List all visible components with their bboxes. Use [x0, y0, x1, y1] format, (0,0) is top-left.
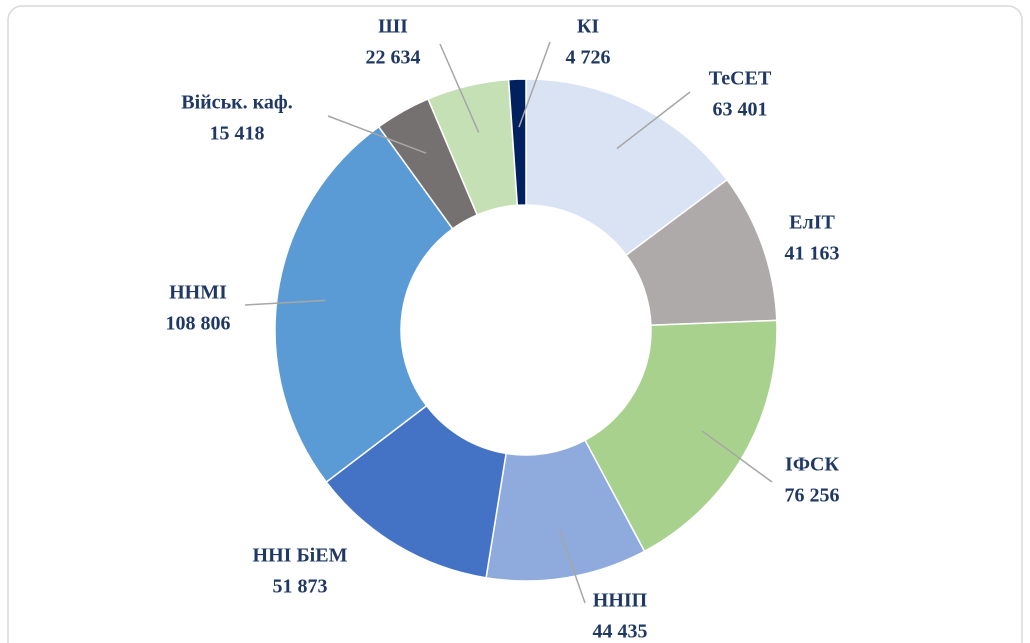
value-label: 51 873 — [273, 576, 328, 598]
donut-segment — [507, 78, 527, 207]
donut-segment — [525, 78, 729, 257]
donut-segment — [274, 125, 454, 484]
value-label: 15 418 — [210, 123, 265, 145]
value-label: 76 256 — [785, 485, 840, 507]
value-label: 22 634 — [366, 47, 421, 69]
leader-line — [327, 115, 427, 154]
category-label: КІ — [577, 16, 600, 38]
category-label: ННІП — [593, 590, 648, 612]
category-label: Військ. каф. — [181, 92, 292, 114]
value-label: 4 726 — [566, 47, 611, 69]
category-label: ТеСЕТ — [709, 68, 772, 90]
leader-line — [616, 91, 691, 150]
card — [7, 5, 1023, 643]
value-label: 63 401 — [713, 99, 768, 121]
value-label: 44 435 — [593, 621, 648, 643]
category-label: ЕлІТ — [789, 212, 835, 234]
leader-line — [439, 43, 480, 133]
category-label: ШІ — [378, 16, 408, 38]
donut-segment — [583, 319, 778, 553]
value-label: 41 163 — [785, 243, 840, 265]
leader-line — [701, 430, 773, 483]
leader-line — [518, 41, 551, 128]
category-label: ННМІ — [169, 282, 227, 304]
value-label: 108 806 — [166, 313, 231, 335]
category-label: ННІ БіЕМ — [253, 545, 348, 567]
leader-line — [244, 299, 326, 306]
leader-line — [558, 529, 586, 604]
category-label: ІФСК — [785, 454, 839, 476]
